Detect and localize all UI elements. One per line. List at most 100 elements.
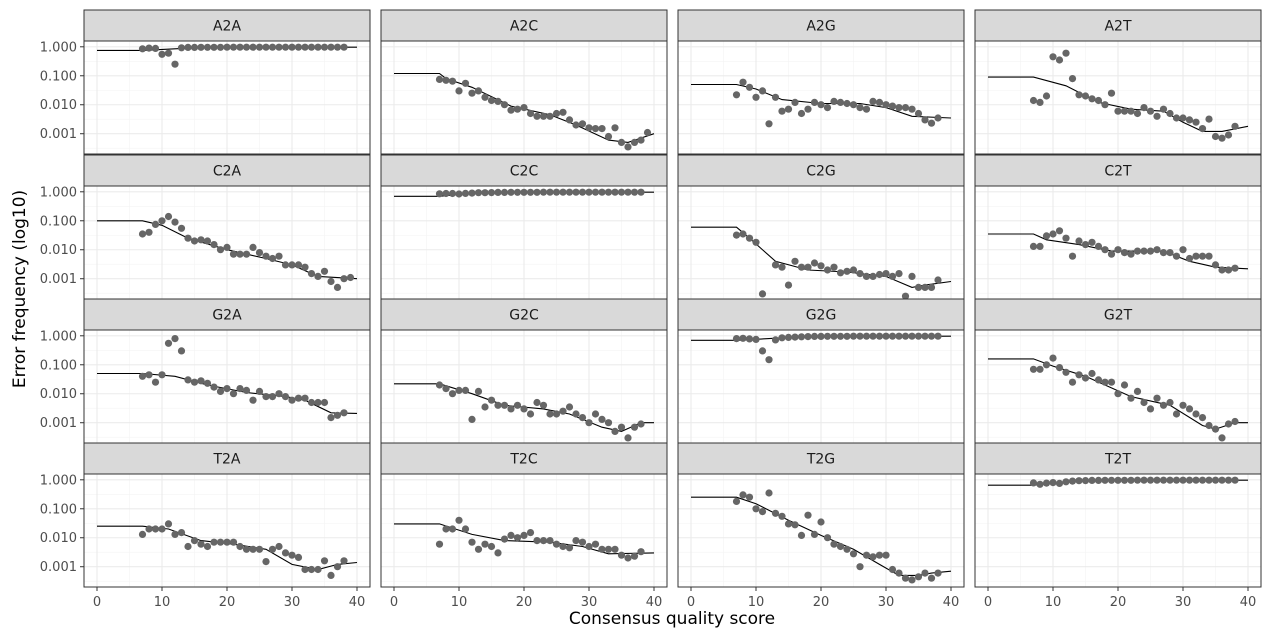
data-point	[1224, 420, 1233, 428]
data-point	[830, 332, 838, 340]
data-point	[442, 385, 450, 393]
data-point	[578, 188, 587, 196]
data-point	[585, 542, 593, 551]
data-point	[442, 76, 450, 84]
data-point	[481, 189, 489, 197]
data-point	[830, 263, 838, 271]
data-point	[474, 545, 483, 553]
facet-strip-label: A2C	[510, 19, 538, 35]
data-point	[513, 105, 522, 113]
data-point	[637, 188, 645, 196]
data-point	[138, 372, 147, 380]
data-point	[914, 283, 923, 291]
data-point	[494, 549, 502, 557]
data-point	[255, 43, 264, 51]
data-point	[882, 332, 890, 340]
data-point	[500, 535, 509, 543]
x-tick-label: 10	[748, 595, 765, 610]
data-point	[797, 263, 806, 271]
data-point	[442, 525, 450, 533]
facet-strip-label: A2A	[213, 19, 241, 35]
data-point	[862, 551, 871, 559]
x-tick-label: 0	[687, 595, 695, 610]
data-point	[242, 43, 251, 51]
data-point	[1107, 476, 1116, 484]
data-point	[500, 401, 509, 409]
data-point	[758, 87, 767, 95]
data-point	[158, 525, 166, 533]
x-tick-label: 30	[878, 595, 895, 610]
data-point	[487, 96, 496, 105]
data-point	[856, 270, 864, 278]
facet-panel: G2G	[677, 298, 965, 444]
data-point	[804, 263, 812, 271]
data-point	[901, 104, 910, 112]
data-point	[804, 105, 812, 113]
x-tick-label: 10	[451, 595, 468, 610]
data-point	[1166, 109, 1174, 118]
data-point	[520, 188, 528, 196]
data-point	[572, 121, 580, 129]
data-point	[591, 410, 600, 418]
data-point	[1062, 234, 1070, 242]
data-point	[1081, 374, 1090, 382]
data-point	[875, 98, 884, 106]
data-point	[637, 548, 645, 556]
y-tick-label: 0.010	[40, 387, 77, 402]
data-point	[739, 78, 747, 86]
facet-panel: T2A 0.001 0.010 0.100 1.000 0 10 20 30 40	[40, 442, 371, 610]
data-point	[177, 347, 186, 355]
data-point	[229, 43, 238, 51]
facet-strip	[677, 9, 965, 42]
data-point	[184, 43, 192, 52]
data-point	[539, 112, 548, 120]
data-point	[1231, 476, 1239, 484]
data-point	[216, 43, 225, 51]
data-point	[145, 525, 153, 533]
data-point	[255, 545, 264, 553]
data-point	[1166, 249, 1174, 257]
data-point	[585, 419, 593, 427]
data-point	[1159, 249, 1168, 257]
data-point	[190, 237, 199, 245]
data-point	[1127, 107, 1135, 115]
facet-strip-label: T2T	[1104, 452, 1131, 468]
data-point	[765, 120, 773, 128]
data-point	[817, 332, 825, 340]
data-point	[1055, 56, 1064, 64]
data-point	[862, 272, 871, 280]
x-tick-label: 30	[581, 595, 598, 610]
data-point	[1094, 242, 1103, 250]
data-point	[1068, 252, 1077, 260]
data-point	[901, 292, 910, 299]
data-point	[546, 410, 554, 418]
facet-strip	[83, 442, 371, 475]
data-point	[752, 505, 760, 513]
data-point	[281, 549, 290, 557]
data-point	[611, 545, 619, 553]
data-point	[340, 275, 348, 283]
data-point	[455, 516, 463, 524]
x-tick-label: 20	[1110, 595, 1127, 610]
data-point	[1094, 376, 1103, 384]
data-point	[1088, 476, 1096, 484]
data-point	[843, 332, 851, 340]
data-point	[526, 109, 535, 118]
data-point	[1231, 264, 1239, 272]
data-point	[927, 574, 936, 582]
data-point	[745, 493, 754, 501]
data-point	[481, 93, 489, 101]
data-point	[1120, 381, 1129, 389]
data-point	[1042, 232, 1051, 240]
data-point	[1062, 49, 1070, 57]
data-point	[216, 387, 225, 395]
data-point	[138, 45, 147, 53]
data-point	[455, 190, 463, 198]
data-point	[435, 75, 444, 83]
data-point	[203, 43, 212, 51]
data-point	[585, 188, 593, 196]
data-point	[1049, 354, 1057, 362]
data-point	[294, 394, 303, 402]
data-point	[210, 538, 218, 546]
data-point	[1094, 96, 1103, 105]
